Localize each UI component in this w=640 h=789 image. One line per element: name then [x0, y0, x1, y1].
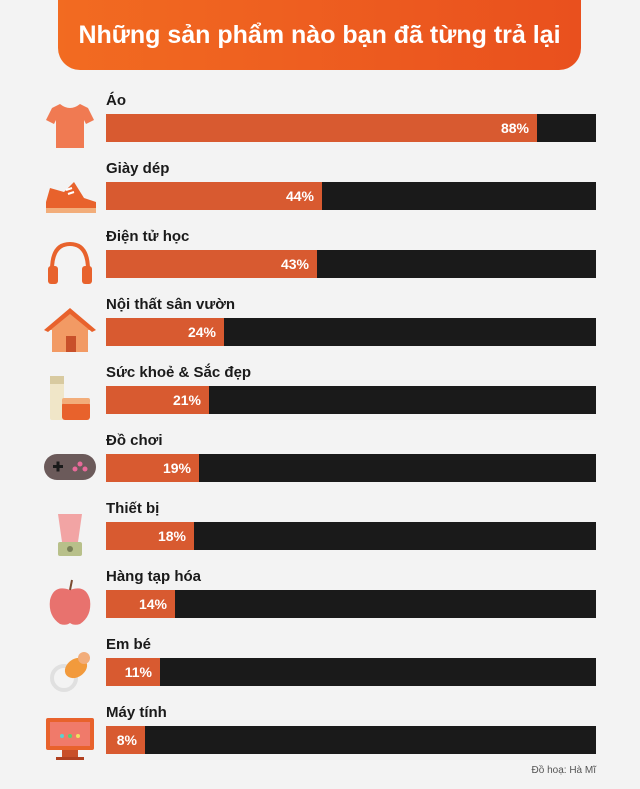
- bar-row: Em bé 11%: [0, 636, 640, 702]
- category-label: Đồ chơi: [106, 432, 163, 449]
- bar-track: 44%: [106, 182, 596, 210]
- category-label: Giày dép: [106, 160, 170, 177]
- cosmetics-icon: [40, 372, 100, 424]
- data-label: 88%: [500, 120, 529, 136]
- bar-track: 8%: [106, 726, 596, 754]
- data-label: 8%: [116, 732, 137, 748]
- sneaker-icon: [40, 168, 100, 220]
- shirt-icon: [40, 100, 100, 152]
- bar: 44%: [106, 182, 322, 210]
- category-label: Điện tử học: [106, 228, 190, 245]
- bar-row: Thiết bị 18%: [0, 500, 640, 566]
- bar-row: Đồ chơi 19%: [0, 432, 640, 498]
- bar-row: Sức khoẻ & Sắc đẹp 21%: [0, 364, 640, 430]
- apple-icon: [40, 576, 100, 628]
- bar-track: 43%: [106, 250, 596, 278]
- bar: 24%: [106, 318, 224, 346]
- category-label: Nội thất sân vườn: [106, 296, 236, 313]
- category-label: Máy tính: [106, 704, 167, 721]
- data-label: 11%: [124, 664, 152, 680]
- headphones-icon: [40, 236, 100, 288]
- bar: 18%: [106, 522, 194, 550]
- data-label: 43%: [280, 256, 309, 272]
- data-label: 18%: [157, 528, 186, 544]
- bar-row: Hàng tạp hóa 14%: [0, 568, 640, 634]
- data-label: 24%: [187, 324, 216, 340]
- bar-row: Nội thất sân vườn 24%: [0, 296, 640, 362]
- bar-track: 18%: [106, 522, 596, 550]
- bar: 11%: [106, 658, 160, 686]
- category-label: Em bé: [106, 636, 152, 653]
- credit-text: Đồ hoạ: Hà Mĩ: [531, 765, 596, 776]
- data-label: 21%: [172, 392, 201, 408]
- bar-track: 11%: [106, 658, 596, 686]
- bar-row: Áo 88%: [0, 92, 640, 158]
- bar-track: 19%: [106, 454, 596, 482]
- bar: 43%: [106, 250, 317, 278]
- category-label: Thiết bị: [106, 500, 160, 517]
- bar-track: 21%: [106, 386, 596, 414]
- bar-row: Máy tính 8%: [0, 704, 640, 770]
- bar: 88%: [106, 114, 537, 142]
- bar-track: 88%: [106, 114, 596, 142]
- pacifier-icon: [40, 644, 100, 696]
- data-label: 44%: [285, 188, 314, 204]
- blender-icon: [40, 508, 100, 560]
- house-icon: [40, 304, 100, 356]
- bar: 19%: [106, 454, 199, 482]
- bar-row: Điện tử học 43%: [0, 228, 640, 294]
- bar: 14%: [106, 590, 175, 618]
- chart-title: Những sản phẩm nào bạn đã từng trả lại: [78, 20, 561, 49]
- category-label: Hàng tạp hóa: [106, 568, 202, 585]
- data-label: 14%: [138, 596, 167, 612]
- bar: 8%: [106, 726, 145, 754]
- computer-icon: [40, 712, 100, 764]
- bar-row: Giày dép 44%: [0, 160, 640, 226]
- category-label: Sức khoẻ & Sắc đẹp: [106, 364, 252, 381]
- gamepad-icon: [40, 440, 100, 492]
- data-label: 19%: [162, 460, 191, 476]
- category-label: Áo: [106, 92, 126, 109]
- bar-track: 24%: [106, 318, 596, 346]
- title-banner: Những sản phẩm nào bạn đã từng trả lại: [58, 0, 581, 70]
- bar: 21%: [106, 386, 209, 414]
- bar-track: 14%: [106, 590, 596, 618]
